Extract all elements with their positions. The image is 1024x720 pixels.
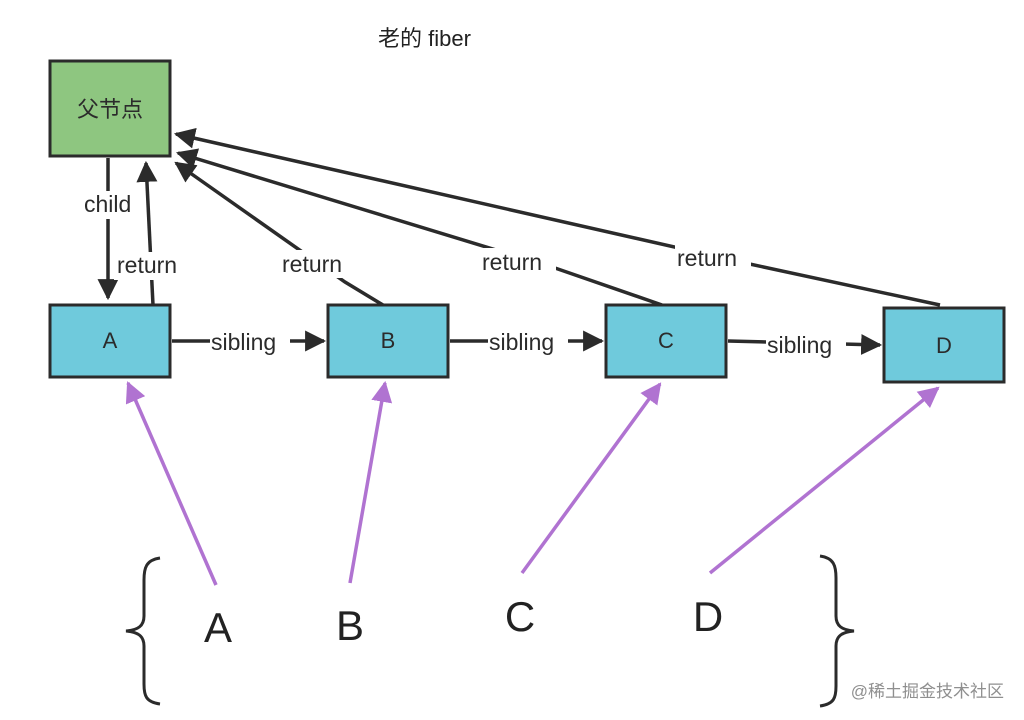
right-brace-icon — [819, 554, 855, 708]
return-edges — [136, 127, 941, 307]
return-arrow-d — [173, 127, 941, 307]
fiber-node-b-box — [326, 303, 450, 379]
parent-node-box — [48, 59, 172, 158]
sibling-label-a-b: sibling — [211, 329, 276, 355]
return-label-d: return — [677, 245, 737, 271]
return-arrow-a — [136, 160, 158, 306]
return-label-a: return — [117, 252, 177, 278]
return-arrow-b — [174, 161, 384, 307]
return-label-c: return — [482, 249, 542, 275]
new-child-a-label: A — [204, 604, 232, 651]
fiber-node-c: C — [604, 303, 728, 379]
return-label-b: return — [282, 251, 342, 277]
child-label: child — [84, 191, 131, 217]
fiber-node-d-box — [882, 306, 1006, 384]
fiber-node-c-box — [604, 303, 728, 379]
new-child-d-label: D — [693, 593, 723, 640]
fiber-node-a-box — [48, 303, 172, 379]
mapping-arrow-d — [708, 386, 940, 575]
sibling-label-b-c: sibling — [489, 329, 554, 355]
fiber-node-a: A — [48, 303, 172, 379]
sibling-label-c-d: sibling — [767, 332, 832, 358]
diagram-title: 老的 fiber — [378, 26, 471, 51]
new-child-b-label: B — [336, 602, 364, 649]
fiber-node-b-label: B — [381, 328, 396, 353]
parent-node-label: 父节点 — [77, 97, 143, 122]
left-brace-icon — [125, 556, 161, 706]
fiber-node-d-label: D — [936, 333, 952, 358]
fiber-node-d: D — [882, 306, 1006, 384]
edge-labels: child return return return return siblin… — [82, 191, 846, 359]
new-child-c-label: C — [505, 593, 535, 640]
mapping-edges — [125, 380, 940, 586]
mapping-arrow-a — [125, 381, 218, 586]
parent-node: 父节点 — [48, 59, 172, 158]
fiber-node-b: B — [326, 303, 450, 379]
fiber-node-a-label: A — [103, 328, 118, 353]
mapping-arrow-b — [348, 380, 393, 584]
watermark: @稀土掘金技术社区 — [851, 682, 1004, 701]
mapping-arrow-c — [520, 382, 662, 575]
fiber-node-c-label: C — [658, 328, 674, 353]
